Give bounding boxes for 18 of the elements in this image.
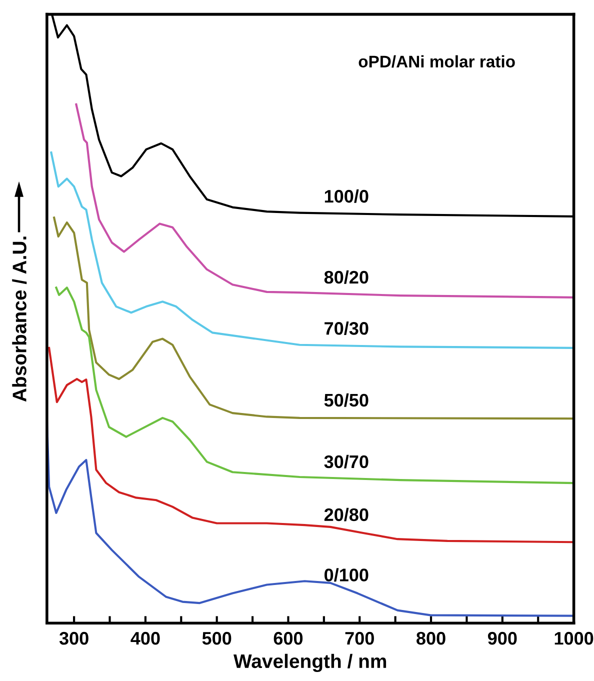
x-tick-label: 1000 bbox=[554, 632, 594, 645]
x-tick-label: 300 bbox=[59, 632, 88, 645]
series-label: 100/0 bbox=[324, 189, 368, 203]
x-axis-title: Wavelength / nm bbox=[234, 654, 386, 672]
x-tick-label: 500 bbox=[202, 632, 232, 645]
series-label: 50/50 bbox=[324, 393, 368, 407]
legend-title: oPD/ANi molar ratio bbox=[358, 55, 515, 68]
x-tick-label: 400 bbox=[130, 632, 160, 645]
series-label: 0/100 bbox=[324, 568, 368, 582]
x-tick-label: 900 bbox=[488, 632, 517, 645]
series-label: 80/20 bbox=[324, 270, 368, 284]
y-axis-title: Absorbance / A.U. bbox=[12, 236, 27, 402]
x-tick-label: 600 bbox=[274, 632, 303, 645]
series-label: 30/70 bbox=[324, 454, 368, 468]
x-tick-label: 800 bbox=[416, 632, 446, 645]
series-label: 70/30 bbox=[324, 322, 368, 335]
x-tick-label: 700 bbox=[345, 632, 374, 645]
series-label: 20/80 bbox=[324, 508, 368, 522]
